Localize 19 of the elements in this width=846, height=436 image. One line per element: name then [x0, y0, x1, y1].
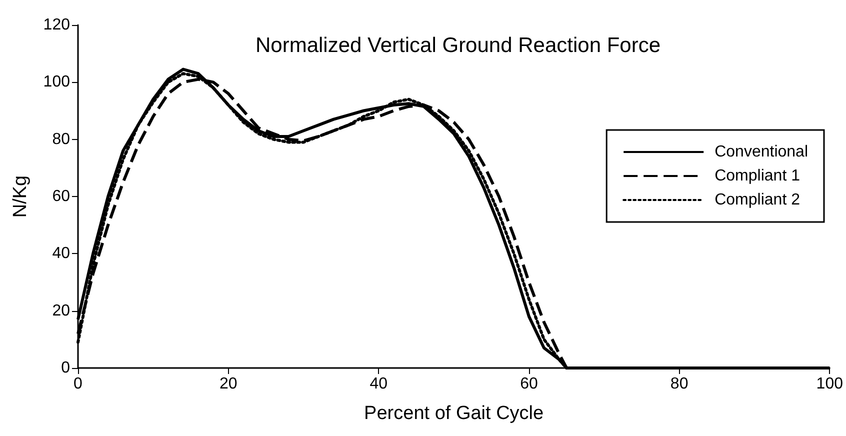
x-tick-label: 40: [370, 376, 388, 392]
y-tick-label: 60: [52, 188, 70, 205]
legend-label: Compliant 2: [714, 192, 800, 208]
legend-label: Conventional: [714, 144, 808, 160]
legend-label: Compliant 1: [714, 168, 800, 184]
y-tick-label: 20: [52, 302, 70, 320]
y-axis-title: N/Kg: [10, 175, 31, 218]
y-tick-label: 40: [52, 245, 70, 262]
chart-title: Normalized Vertical Ground Reaction Force: [255, 34, 661, 57]
y-tick-label: 100: [43, 74, 70, 91]
x-tick-label: 80: [670, 376, 688, 392]
x-tick-label: 20: [219, 376, 238, 392]
y-tick-label: 120: [43, 16, 70, 34]
y-tick-label: 80: [52, 130, 70, 148]
x-tick-label: 60: [520, 376, 538, 392]
x-tick-label: 0: [74, 376, 83, 392]
x-axis-title: Percent of Gait Cycle: [364, 403, 544, 424]
x-tick-label: 100: [816, 376, 844, 392]
y-tick-label: 0: [61, 360, 70, 376]
